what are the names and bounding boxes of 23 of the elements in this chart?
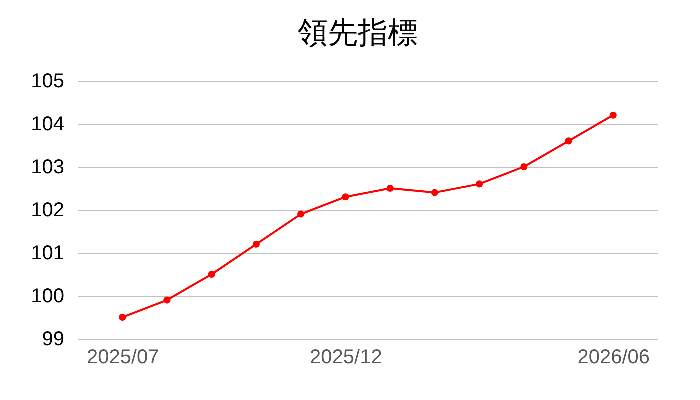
point xyxy=(119,314,126,322)
point xyxy=(610,112,617,119)
point xyxy=(565,138,572,145)
point xyxy=(520,163,528,171)
y-tick-label: 105 xyxy=(31,70,64,92)
y-tick-label: 102 xyxy=(31,200,64,222)
x-tick-label: 2026/06 xyxy=(578,346,650,368)
x-tick-label: 2025/07 xyxy=(86,346,160,368)
y-tick-label: 100 xyxy=(31,286,64,308)
point xyxy=(252,240,260,248)
x-tick-label: 2025/12 xyxy=(310,346,382,368)
y-tick-label: 104 xyxy=(31,114,64,136)
point xyxy=(342,194,350,201)
point xyxy=(164,296,171,304)
chart-title: 領先指標 xyxy=(298,16,418,51)
y-tick-label: 101 xyxy=(31,242,64,264)
point xyxy=(386,184,394,192)
point xyxy=(476,180,484,188)
point xyxy=(208,270,216,278)
point xyxy=(298,210,305,218)
y-tick-label: 103 xyxy=(31,156,64,178)
point xyxy=(431,189,438,196)
y-tick-label: 99 xyxy=(42,328,64,350)
